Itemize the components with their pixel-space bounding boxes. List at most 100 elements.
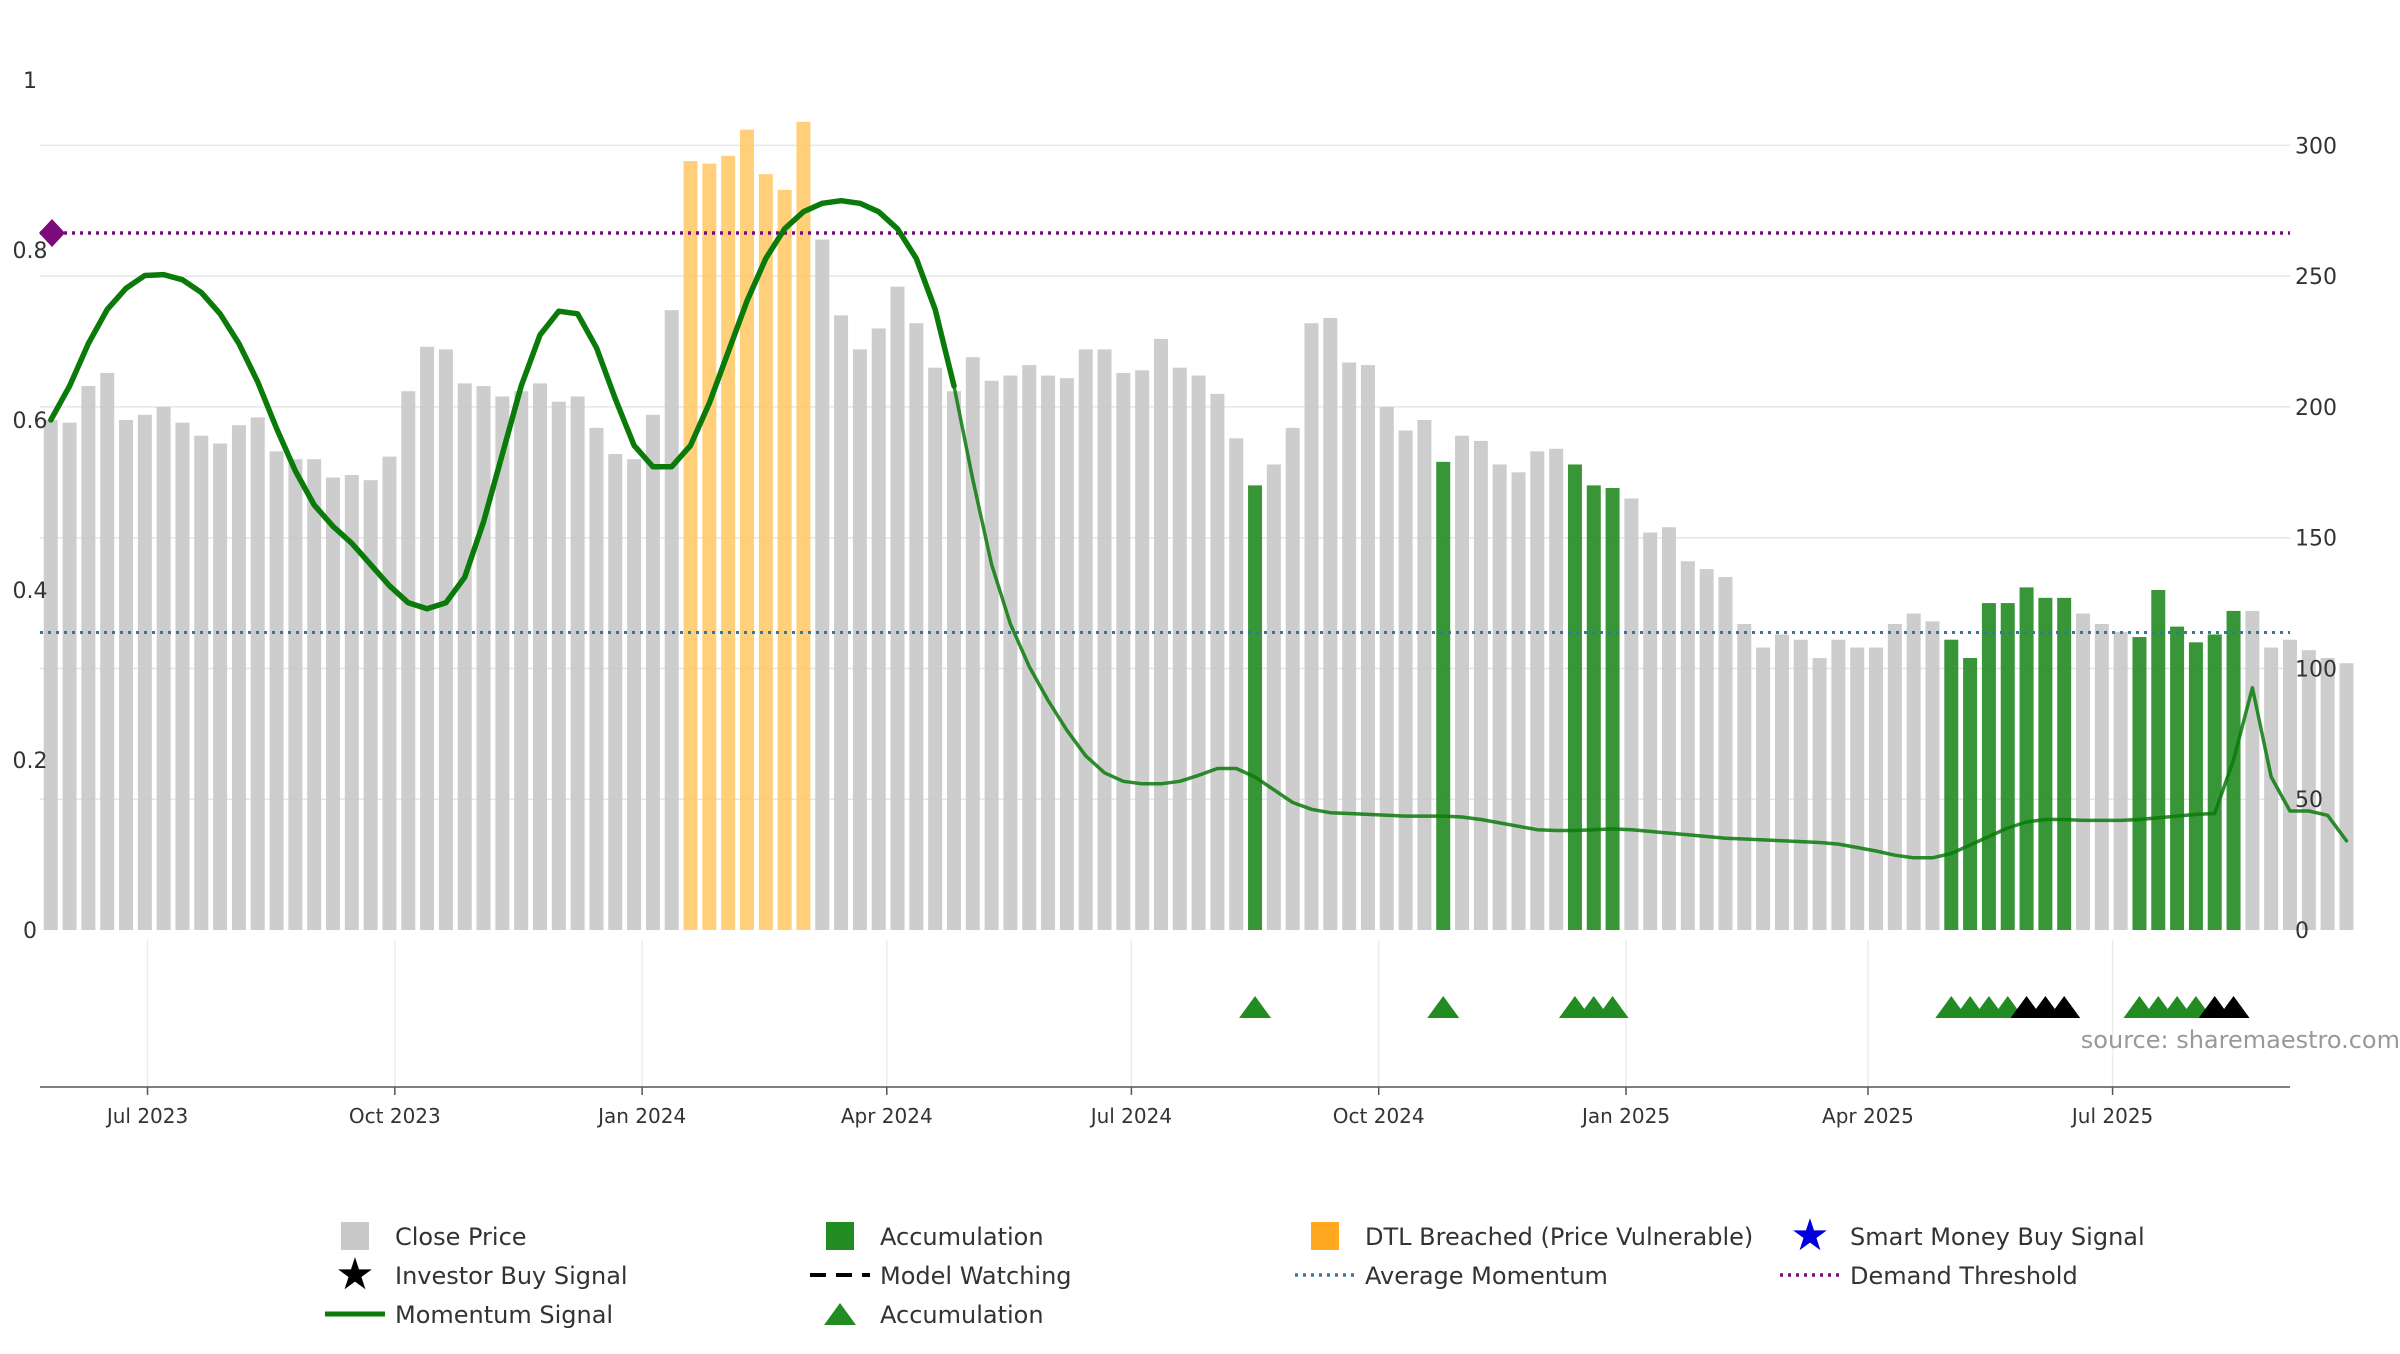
close-price-bar	[156, 406, 171, 930]
close-price-bar	[1022, 365, 1037, 931]
x-tick-label: Apr 2024	[841, 1104, 933, 1128]
right-tick-label: 200	[2295, 396, 2337, 421]
legend-item: Model Watching	[810, 1262, 1072, 1290]
legend-label: Demand Threshold	[1850, 1262, 2078, 1290]
bar-layer	[43, 121, 2354, 931]
legend-dtl-swatch	[1311, 1222, 1339, 1250]
legend-label: DTL Breached (Price Vulnerable)	[1365, 1223, 1753, 1251]
close-price-bar	[551, 401, 566, 930]
close-price-bar	[1831, 639, 1846, 930]
source-label: source: sharemaestro.com	[2081, 1026, 2400, 1054]
close-price-bar	[533, 383, 547, 930]
accumulation-bar	[2226, 610, 2241, 930]
close-price-bar	[1342, 362, 1357, 930]
left-tick-label: 0.4	[13, 579, 48, 604]
close-price-bar	[1191, 375, 1206, 930]
legend-label: Model Watching	[880, 1262, 1072, 1290]
legend-label: Momentum Signal	[395, 1301, 613, 1329]
close-price-bar	[2076, 613, 2091, 930]
legend-close-swatch	[341, 1222, 369, 1250]
legend: Close Price Accumulation DTL Breached (Pri…	[325, 1210, 2145, 1329]
momentum-signal-line	[952, 384, 2349, 860]
close-price-bar	[1285, 427, 1300, 930]
close-price-bar	[495, 396, 510, 930]
close-price-bar	[2245, 610, 2260, 930]
legend-label: Average Momentum	[1365, 1262, 1608, 1290]
close-price-bar	[382, 456, 397, 930]
x-tick-label: Oct 2024	[1333, 1104, 1425, 1128]
close-price-bar	[834, 315, 849, 930]
dtl-bar	[758, 174, 773, 931]
close-price-bar	[1473, 440, 1488, 930]
close-price-bar	[1906, 613, 1921, 930]
close-price-bar	[1756, 647, 1771, 930]
close-price-bar	[1304, 323, 1319, 930]
right-tick-label: 150	[2295, 527, 2337, 552]
close-price-bar	[438, 349, 453, 930]
smart-money-star-icon: ★	[1790, 1210, 1829, 1261]
close-price-bar	[401, 391, 416, 930]
close-price-bar	[852, 349, 867, 930]
close-price-bar	[175, 422, 190, 930]
legend-item: Demand Threshold	[1780, 1262, 2078, 1290]
x-tick-label: Apr 2025	[1822, 1104, 1914, 1128]
close-price-bar	[1718, 576, 1733, 930]
close-price-bar	[2094, 624, 2109, 930]
right-tick-label: 300	[2295, 134, 2337, 159]
close-price-bar	[1737, 624, 1752, 930]
right-tick-label: 50	[2295, 788, 2323, 813]
demand-threshold-marker	[39, 219, 65, 247]
close-price-bar	[965, 357, 980, 930]
legend-triangle-icon	[824, 1303, 856, 1325]
close-price-bar	[43, 420, 58, 930]
legend-label: Close Price	[395, 1223, 527, 1251]
close-price-bar	[1417, 420, 1432, 930]
left-tick-label: 0.2	[13, 749, 48, 774]
legend-item: ★ Smart Money Buy Signal	[1790, 1210, 2144, 1261]
close-price-bar	[288, 459, 303, 930]
close-price-bar	[1869, 647, 1884, 930]
accumulation-bar	[1981, 603, 1996, 930]
accumulation-bar	[2000, 603, 2015, 930]
legend-label: Smart Money Buy Signal	[1850, 1223, 2145, 1251]
close-price-bar	[890, 286, 905, 931]
legend-item: Accumulation	[824, 1301, 1044, 1329]
close-price-bar	[645, 414, 660, 930]
close-price-bar	[1549, 448, 1564, 930]
dtl-bar	[777, 189, 792, 930]
accumulation-signal-marker	[1427, 996, 1460, 1018]
dtl-bar	[702, 163, 717, 930]
accumulation-bar	[2038, 597, 2053, 930]
close-price-bar	[1172, 367, 1187, 930]
accumulation-bar	[1586, 485, 1601, 930]
close-price-bar	[2113, 631, 2128, 930]
accumulation-bar	[1248, 485, 1263, 930]
x-tick-label: Jul 2025	[2070, 1104, 2153, 1128]
accumulation-bar	[2151, 590, 2166, 930]
close-price-bar	[1850, 647, 1865, 930]
close-price-bar	[1135, 370, 1150, 930]
close-price-bar	[2339, 663, 2354, 930]
close-price-bar	[815, 239, 830, 931]
close-price-bar	[269, 451, 284, 930]
close-price-bar	[1774, 634, 1789, 930]
accumulation-bar	[2188, 642, 2203, 930]
close-price-bar	[1153, 338, 1168, 930]
close-price-bar	[928, 367, 943, 930]
close-price-bar	[307, 459, 322, 930]
close-price-bar	[1925, 621, 1940, 930]
close-price-bar	[2301, 650, 2316, 930]
close-price-bar	[909, 323, 924, 930]
close-price-bar	[1530, 451, 1545, 930]
close-price-bar	[1643, 532, 1658, 930]
close-price-bar	[1116, 372, 1131, 930]
left-tick-label: 0	[23, 919, 37, 944]
close-price-bar	[1360, 365, 1375, 931]
close-price-bar	[1078, 349, 1093, 930]
close-price-bar	[570, 396, 585, 930]
accumulation-bar	[2057, 597, 2072, 930]
legend-label: Accumulation	[880, 1223, 1044, 1251]
close-price-bar	[213, 443, 228, 930]
legend-item: Close Price	[341, 1222, 527, 1251]
